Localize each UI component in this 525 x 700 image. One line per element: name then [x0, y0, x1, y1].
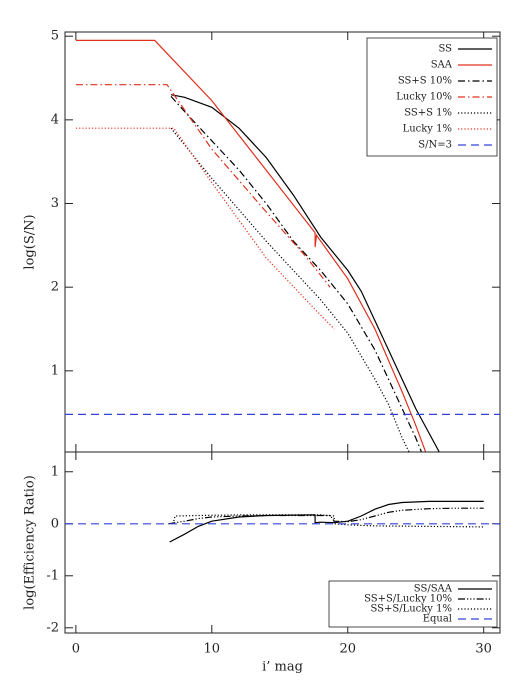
- series-line: [169, 500, 484, 543]
- x-tick-label: 20: [339, 642, 356, 657]
- y-tick-label: -2: [46, 620, 59, 635]
- y-tick-label: 5: [51, 29, 59, 44]
- legend-label: SS+S 1%: [404, 108, 452, 119]
- legend-label: Lucky 10%: [396, 92, 452, 103]
- legend-label: SS+S 10%: [398, 76, 452, 87]
- legend-label: SS+S/Lucky 1%: [370, 604, 452, 615]
- legend-label: S/N=3: [418, 140, 452, 151]
- y-tick-label: 3: [51, 196, 59, 211]
- series-line: [170, 95, 423, 452]
- series-line: [75, 84, 331, 288]
- series-line: [173, 514, 484, 528]
- series-line: [170, 127, 410, 452]
- y-tick-label: -1: [46, 568, 59, 583]
- y-tick-label: 4: [51, 112, 59, 127]
- y-tick-label: 2: [51, 280, 59, 295]
- y-tick-label: 0: [51, 516, 59, 531]
- legend-label: SAA: [431, 60, 453, 71]
- y-tick-label: 1: [51, 363, 59, 378]
- series-line: [170, 94, 440, 452]
- legend-label: Lucky 1%: [403, 124, 452, 135]
- legend-label: Equal: [423, 614, 452, 625]
- series-line: [75, 39, 427, 452]
- y-axis-label: log(S/N): [23, 214, 38, 269]
- legend-label: SS: [438, 44, 452, 55]
- legend-label: SS+S/Lucky 10%: [364, 594, 452, 605]
- y-tick-label: 1: [51, 464, 59, 479]
- series-line: [168, 507, 484, 525]
- x-tick-label: 10: [204, 642, 221, 657]
- legend-label: SS/SAA: [414, 584, 453, 595]
- x-tick-label: 30: [475, 642, 492, 657]
- series-line: [75, 127, 335, 330]
- plot-frame: [64, 451, 501, 634]
- x-tick-label: 0: [72, 642, 80, 657]
- y-axis-label: log(Efficiency Ratio): [23, 475, 38, 610]
- x-axis-label: i’ mag: [262, 660, 303, 675]
